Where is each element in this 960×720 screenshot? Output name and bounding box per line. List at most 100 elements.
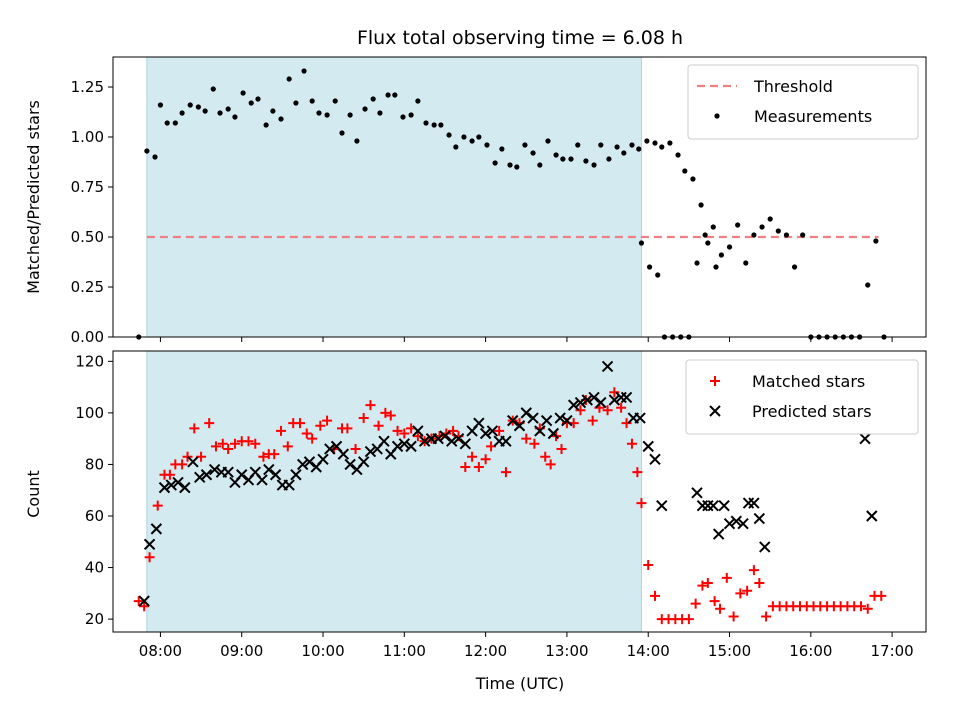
matched-star-point xyxy=(876,590,887,601)
x-tick-label: 09:00 xyxy=(220,642,263,660)
matched-star-point xyxy=(650,590,660,601)
matched-star-point xyxy=(587,415,598,426)
predicted-star-point xyxy=(748,497,760,509)
matched-star-point xyxy=(721,572,732,583)
measurement-point xyxy=(362,106,368,112)
matched-star-point xyxy=(139,601,150,612)
x-tick-label: 08:00 xyxy=(139,642,182,660)
predicted-star-point xyxy=(290,469,302,481)
predicted-star-point xyxy=(601,360,614,373)
measurement-point xyxy=(710,224,716,230)
measurement-point xyxy=(636,146,642,152)
matched-star-point xyxy=(177,459,188,470)
predicted-star-point xyxy=(179,481,191,494)
matched-star-point xyxy=(521,433,532,444)
measurement-point xyxy=(293,100,299,106)
x-tick-label: 16:00 xyxy=(789,642,832,660)
measurement-point xyxy=(278,116,284,122)
matched-star-point xyxy=(709,596,720,607)
measurement-point xyxy=(225,106,231,112)
measurement-point xyxy=(659,144,665,150)
predicted-star-point xyxy=(473,417,485,429)
matched-star-point xyxy=(540,451,551,462)
measurement-point xyxy=(713,264,719,270)
matched-star-point xyxy=(636,498,647,509)
measurement-point xyxy=(646,264,653,270)
bottom-panel-counts: 20 40 60 80 100 120 08:00 09:00 10:00 11:00 12:00 1… xyxy=(75,350,927,660)
measurement-point xyxy=(735,222,741,228)
predicted-star-point xyxy=(158,481,171,494)
matched-star-point xyxy=(626,438,637,449)
matched-star-point xyxy=(189,423,200,434)
matched-star-point xyxy=(210,441,221,452)
bottom-y-tick-label: 20 xyxy=(85,610,104,628)
predicted-star-point xyxy=(222,466,234,478)
matched-star-point xyxy=(862,603,873,614)
matched-star-point xyxy=(460,462,471,473)
predicted-star-point xyxy=(357,456,370,468)
measurement-point xyxy=(217,110,223,116)
matched-star-point xyxy=(152,500,163,511)
matched-star-point xyxy=(500,467,511,478)
matched-star-point xyxy=(358,413,369,424)
predicted-star-point xyxy=(398,438,411,450)
matched-star-point xyxy=(144,552,155,563)
measurement-point xyxy=(423,120,429,126)
predicted-star-point xyxy=(649,453,661,465)
predicted-star-point xyxy=(172,476,184,489)
predicted-star-point xyxy=(588,391,600,404)
x-tick-label: 13:00 xyxy=(545,642,588,660)
measurement-point xyxy=(591,162,597,168)
predicted-star-point xyxy=(540,414,553,427)
predicted-star-point xyxy=(256,474,268,486)
matched-star-point xyxy=(307,433,318,444)
predicted-star-point xyxy=(702,499,714,512)
measurement-point xyxy=(187,102,193,108)
predicted-star-point xyxy=(432,432,444,445)
predicted-star-point xyxy=(296,458,309,471)
measurement-point xyxy=(210,86,216,92)
top-series-measurements xyxy=(136,68,887,340)
predicted-star-point xyxy=(656,499,668,512)
predicted-star-point xyxy=(138,595,150,607)
top-y-tick-label: 0.50 xyxy=(71,228,104,246)
measurement-point xyxy=(453,144,459,150)
legend-label: Threshold xyxy=(753,77,833,96)
measurement-point xyxy=(377,110,383,116)
measurement-point xyxy=(400,114,406,120)
matched-star-point xyxy=(294,418,305,429)
bottom-series-matched-stars xyxy=(133,387,887,625)
measurement-point xyxy=(152,154,158,160)
matched-star-point xyxy=(385,410,396,421)
measurement-point xyxy=(751,232,757,238)
predicted-star-point xyxy=(165,479,177,491)
measurement-point xyxy=(240,90,246,96)
matched-star-point xyxy=(728,611,739,622)
matched-star-point xyxy=(621,418,632,429)
matched-star-point xyxy=(545,459,556,470)
matched-star-point xyxy=(217,438,228,449)
matched-star-point xyxy=(204,418,215,429)
measurement-point xyxy=(873,238,879,244)
predicted-star-point xyxy=(608,394,621,406)
matched-star-point xyxy=(643,559,654,570)
bottom-y-tick-label: 80 xyxy=(85,455,104,473)
measurement-point xyxy=(507,162,513,168)
matched-star-point xyxy=(494,425,505,436)
matched-star-point xyxy=(380,407,391,418)
matched-star-point xyxy=(529,438,540,449)
predicted-star-point xyxy=(263,463,275,476)
predicted-star-point xyxy=(620,391,633,404)
measurement-point xyxy=(202,108,208,114)
predicted-star-point xyxy=(707,499,719,512)
measurement-point xyxy=(682,168,688,174)
measurement-point xyxy=(492,160,498,166)
measurement-point xyxy=(469,138,475,144)
predicted-star-point xyxy=(236,469,248,481)
matched-star-point xyxy=(556,443,567,454)
matched-star-point xyxy=(301,428,312,439)
matched-star-point xyxy=(715,603,726,614)
predicted-star-point xyxy=(534,425,546,437)
matched-star-point xyxy=(690,598,701,609)
predicted-star-point xyxy=(737,518,749,530)
